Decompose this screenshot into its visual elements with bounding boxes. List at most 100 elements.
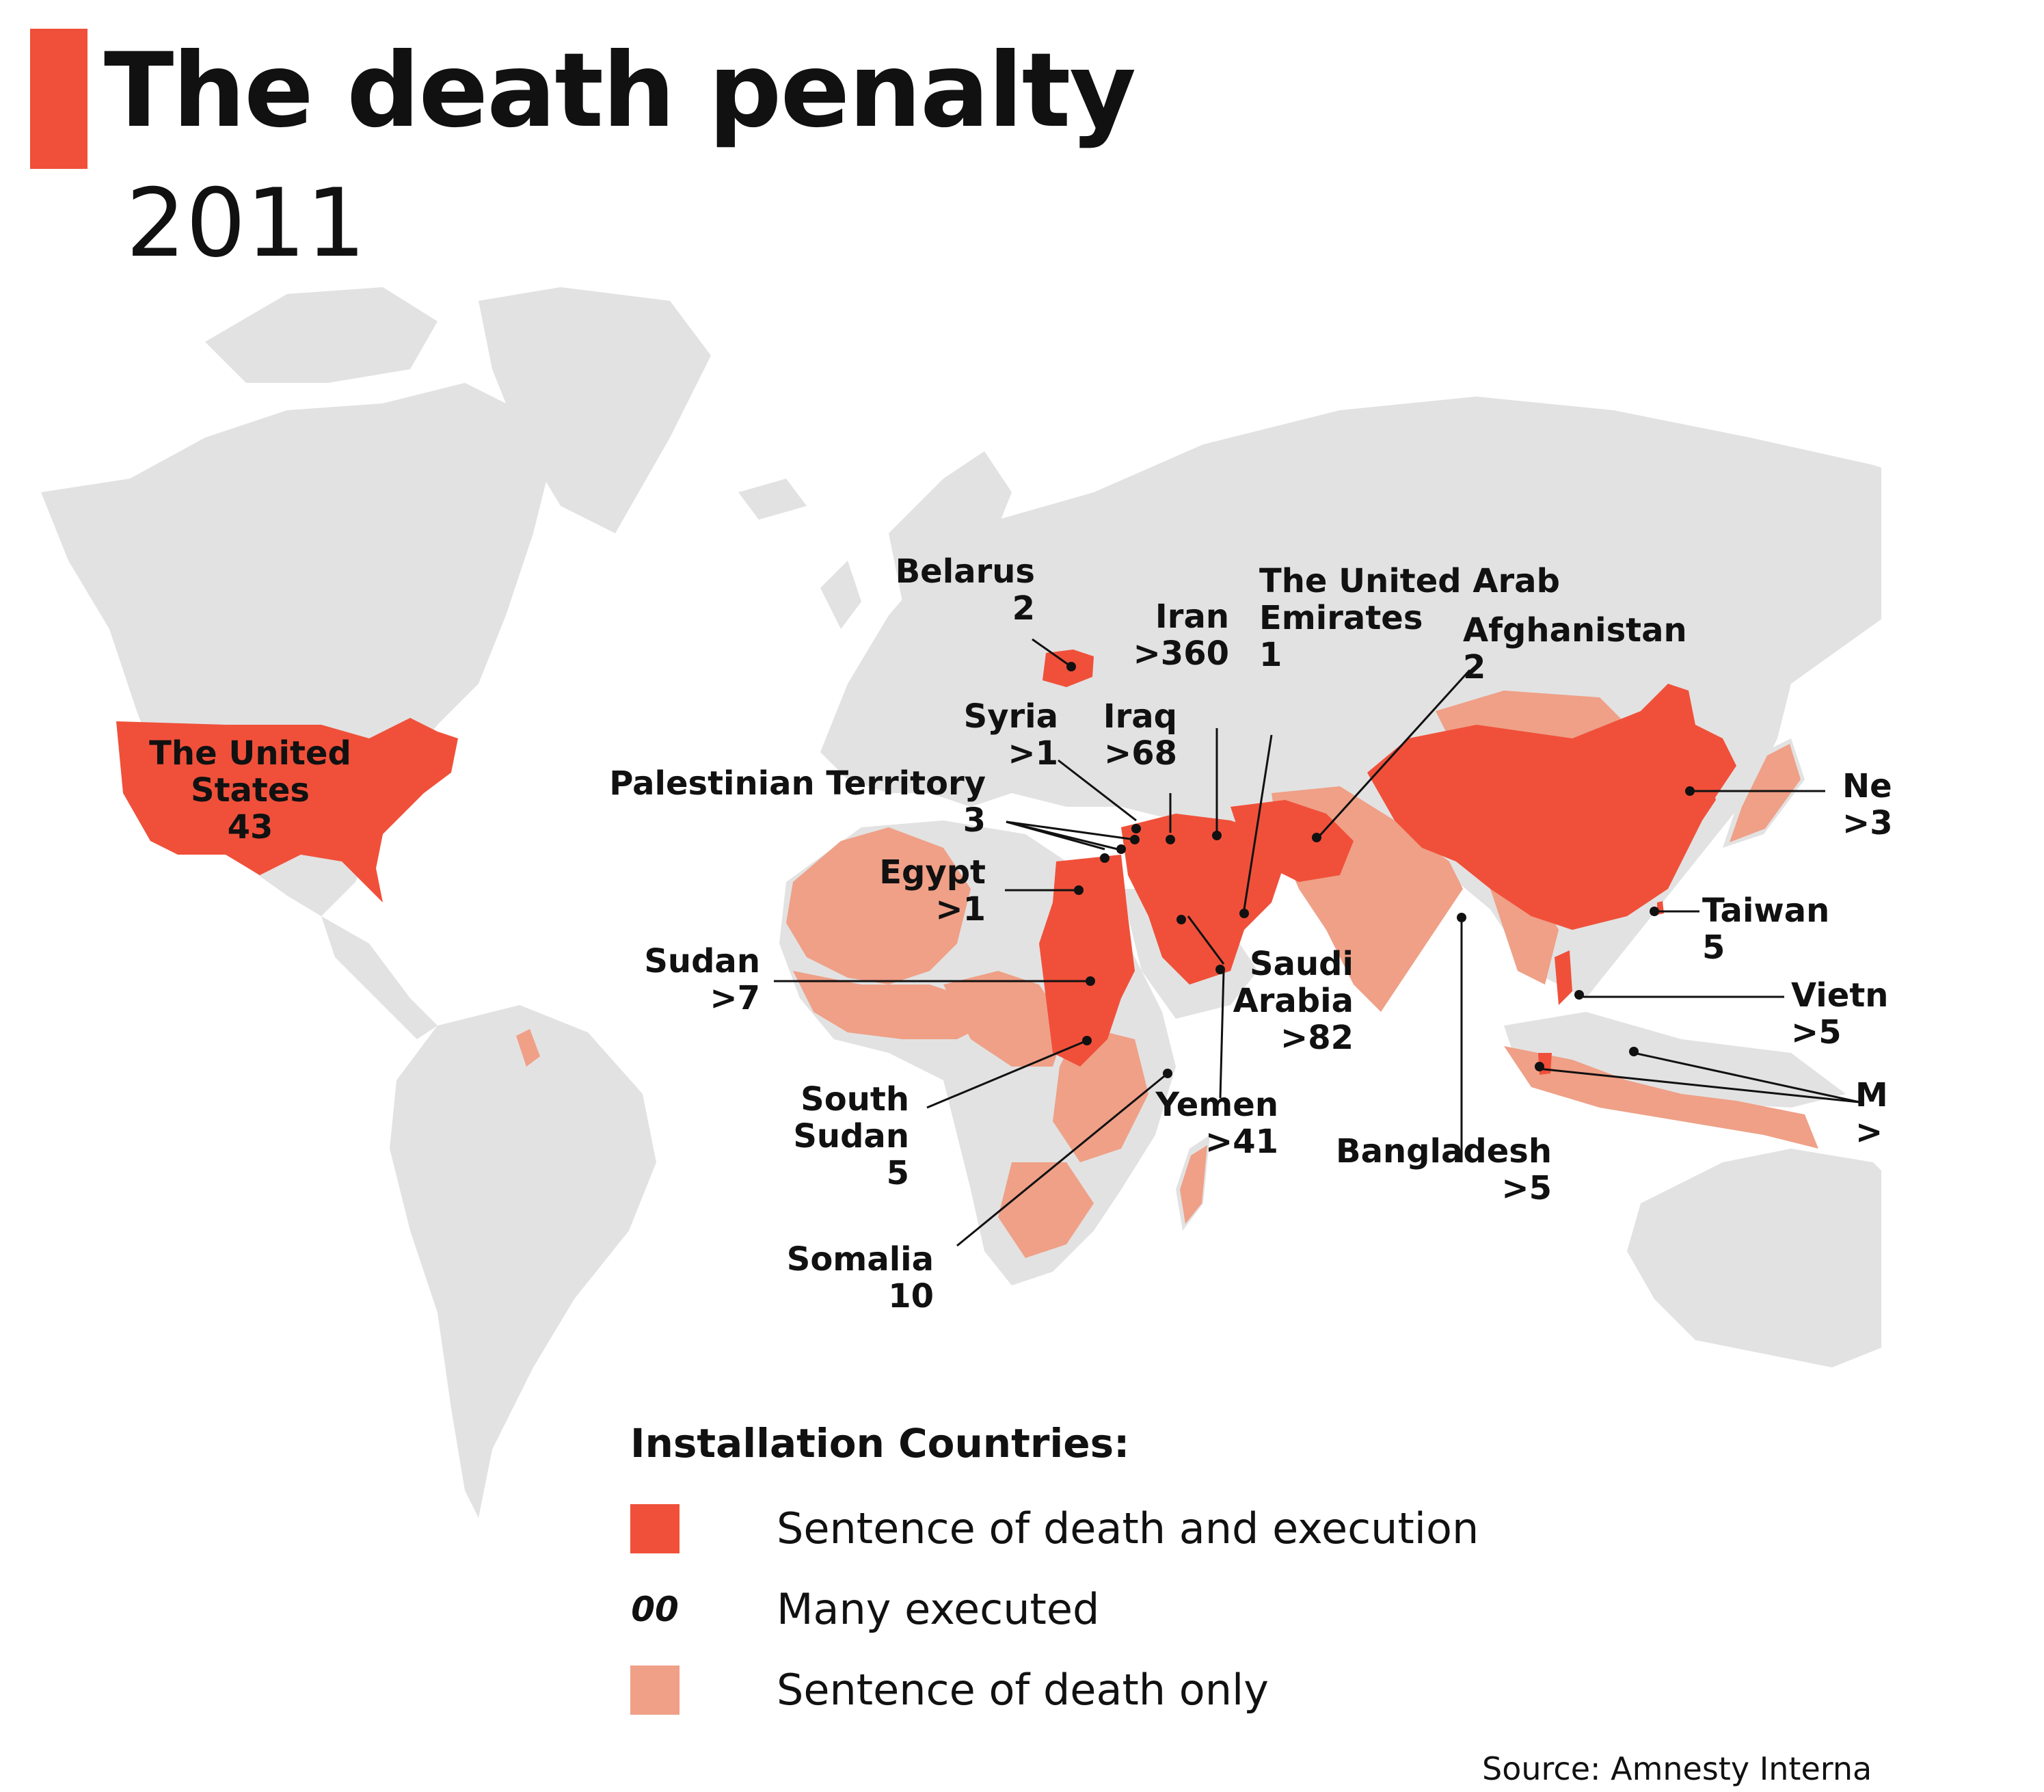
south-sudan-value: 5 — [887, 1154, 909, 1192]
legend-label-many-executed: Many executed — [777, 1584, 1100, 1634]
syria-label: Syria — [964, 697, 1058, 736]
middle-east-shape — [1121, 814, 1285, 985]
somalia-dot — [1163, 1069, 1172, 1078]
iceland — [738, 479, 807, 520]
source-note: Source: Amnesty Interna — [1482, 1750, 1872, 1787]
vietnam-dot — [1574, 990, 1584, 1000]
australia-landmass — [1627, 1149, 1928, 1367]
legend-label-sentence-only: Sentence of death only — [777, 1665, 1269, 1715]
iraq-value: >68 — [1104, 734, 1177, 773]
right-crop-mask — [1881, 260, 2044, 1463]
yemen-label: Yemen — [1155, 1086, 1278, 1124]
country-labels: The United States 43 Belarus 2 Iran >360… — [149, 552, 1829, 1315]
united-states-shape — [116, 718, 458, 902]
egypt-dot — [1074, 885, 1084, 895]
palestine-dot-1 — [1100, 853, 1110, 863]
usa-label-line1: The United — [149, 734, 351, 773]
usa-label-line2: States — [191, 771, 310, 810]
belarus-dot — [1066, 662, 1076, 671]
somalia-label: Somalia — [787, 1240, 934, 1279]
palestine-dot-2 — [1116, 844, 1126, 854]
taiwan-value: 5 — [1702, 928, 1725, 967]
north-korea-value-crop: >3 — [1842, 804, 1893, 842]
north-korea-shape — [1689, 773, 1716, 820]
central-africa-region — [943, 971, 1066, 1067]
vietnam-value-crop: >5 — [1791, 1013, 1842, 1052]
vietnam-label-crop: Vietn — [1791, 976, 1888, 1015]
saudi-arabia-dot — [1176, 915, 1186, 924]
indonesia-region — [1504, 1046, 1818, 1149]
yemen-dot — [1215, 965, 1225, 974]
usa-label-value: 43 — [228, 808, 273, 846]
syria-value: >1 — [1008, 734, 1058, 773]
south-sudan-label-line1: South — [801, 1080, 909, 1119]
iraq-label: Iraq — [1103, 697, 1177, 736]
sudan-label: Sudan — [644, 942, 760, 980]
uae-label-line1: The United Arab — [1259, 562, 1560, 600]
iran-value: >360 — [1133, 634, 1229, 673]
leader-dots — [1066, 662, 1695, 1078]
iran-dot — [1212, 831, 1222, 840]
afghanistan-value: 2 — [1463, 648, 1485, 686]
syria-dot — [1131, 824, 1141, 833]
malaysia-dot-1 — [1535, 1062, 1544, 1071]
legend-label-execution: Sentence of death and execution — [777, 1503, 1479, 1553]
palestine-label: Palestinian Territory — [609, 764, 986, 803]
caribbean-island — [516, 1029, 540, 1067]
north-korea-label-crop: Ne — [1842, 767, 1892, 805]
afghanistan-dot — [1312, 833, 1321, 842]
uae-label-line2: Emirates — [1259, 599, 1423, 637]
south-sudan-dot — [1082, 1036, 1092, 1045]
legend-title: Installation Countries: — [630, 1420, 1130, 1467]
leader-lines — [774, 638, 1860, 1247]
saudi-arabia-value: >82 — [1280, 1019, 1354, 1057]
yemen-value: >41 — [1205, 1123, 1278, 1161]
legend-marker-many-executed: 00 — [631, 1590, 679, 1629]
taiwan-dot — [1650, 907, 1659, 916]
palestine-value: 3 — [963, 801, 986, 840]
north-korea-dot — [1685, 786, 1695, 796]
british-isles — [820, 561, 861, 629]
madagascar — [1180, 1145, 1207, 1224]
japan-region — [1730, 744, 1801, 842]
legend-item-execution: Sentence of death and execution — [630, 1504, 1479, 1553]
bangladesh-dot — [1457, 913, 1466, 922]
saudi-arabia-label-line2: Arabia — [1233, 982, 1354, 1020]
afghanistan-label: Afghanistan — [1463, 611, 1687, 650]
malaysia-value-crop: > — [1855, 1113, 1883, 1151]
vietnam-shape — [1555, 950, 1572, 1005]
year-subtitle: 2011 — [126, 168, 366, 278]
legend-item-many-executed: 00 Many executed — [630, 1585, 1099, 1634]
iraq-dot — [1166, 835, 1175, 844]
south-america-landmass — [390, 1005, 656, 1518]
iran-afghanistan-shape — [1231, 800, 1354, 882]
malaysia-label-crop: M — [1855, 1076, 1888, 1114]
legend-swatch-sentence-only — [630, 1666, 680, 1715]
iran-label: Iran — [1155, 598, 1229, 636]
canada-arctic-islands — [205, 287, 438, 383]
legend-swatch-execution — [630, 1504, 680, 1553]
belarus-value: 2 — [1012, 589, 1035, 628]
sudan-dot — [1086, 976, 1095, 986]
palestine-dot-3 — [1130, 835, 1140, 844]
central-america — [321, 916, 438, 1039]
bangladesh-label: Bangladesh — [1336, 1132, 1552, 1171]
page-title: The death penalty — [104, 31, 1136, 150]
title-accent-bar — [30, 29, 88, 169]
somalia-value: 10 — [888, 1277, 934, 1315]
saudi-arabia-label-line1: Saudi — [1250, 945, 1354, 983]
execution-layer — [116, 650, 1736, 1075]
morocco-algeria-region — [786, 827, 971, 985]
legend-item-sentence-only: Sentence of death only — [630, 1666, 1269, 1715]
land-layer — [41, 287, 1976, 1518]
greenland — [479, 287, 711, 533]
sudan-value: >7 — [710, 979, 760, 1017]
bangladesh-value: >5 — [1501, 1169, 1552, 1207]
taiwan-label: Taiwan — [1702, 892, 1829, 930]
malaysia-dot-2 — [1629, 1047, 1639, 1056]
egypt-label: Egypt — [879, 853, 986, 892]
china-shape — [1367, 684, 1736, 930]
south-sudan-label-line2: Sudan — [793, 1117, 909, 1155]
belarus-label: Belarus — [896, 552, 1035, 591]
